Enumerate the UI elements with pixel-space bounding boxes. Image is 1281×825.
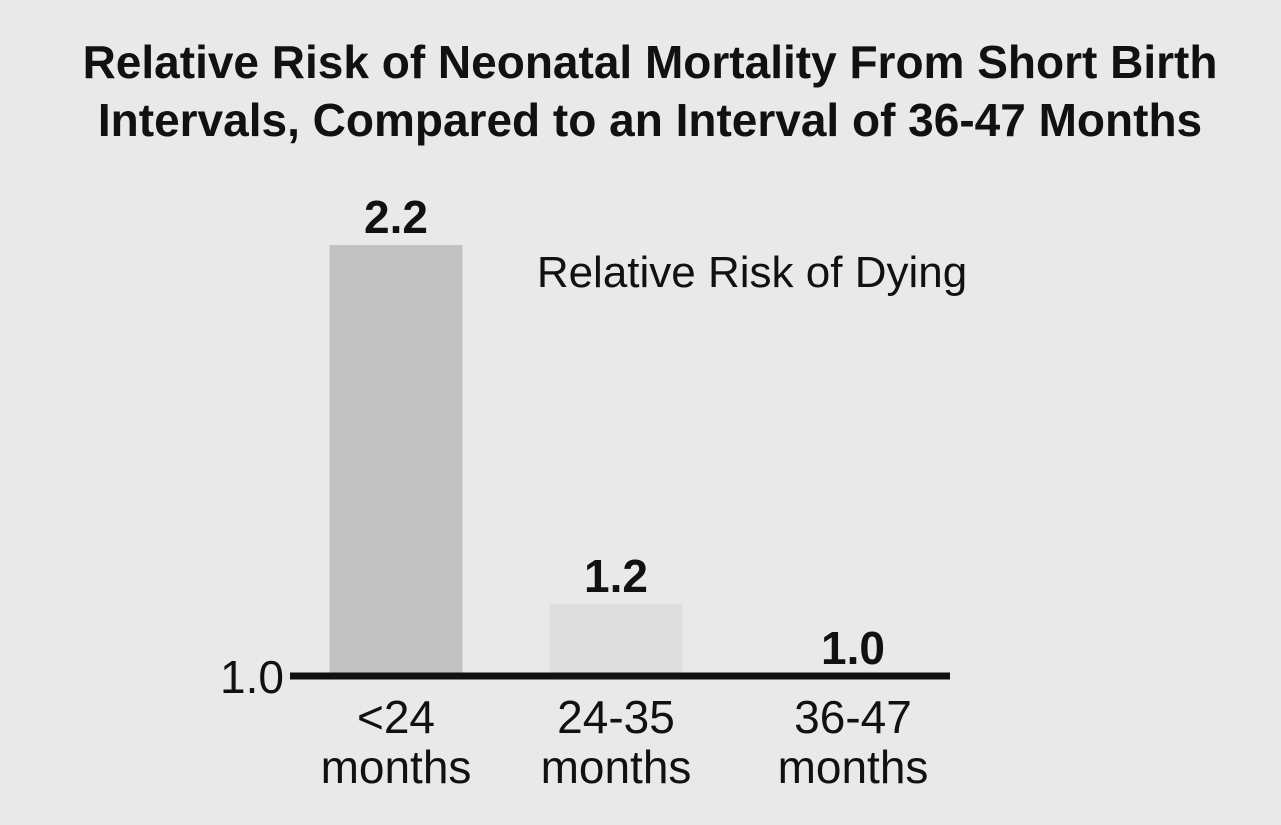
chart-title-line: Intervals, Compared to an Interval of 36…	[98, 94, 1202, 146]
category-label: 24-35	[557, 691, 675, 743]
bar	[329, 245, 463, 676]
bar-value-label: 2.2	[364, 191, 428, 243]
category-label: <24	[357, 691, 435, 743]
category-label: 36-47	[794, 691, 912, 743]
category-label: months	[778, 741, 929, 793]
bar-value-label: 1.2	[584, 550, 648, 602]
category-label: months	[321, 741, 472, 793]
bar	[549, 604, 683, 676]
chart-title: Relative Risk of Neonatal Mortality From…	[83, 36, 1218, 146]
category-label: months	[541, 741, 692, 793]
bar-value-label: 1.0	[821, 622, 885, 674]
chart-title-line: Relative Risk of Neonatal Mortality From…	[83, 36, 1218, 88]
value-labels: 2.2 1.2 1.0	[364, 191, 885, 674]
series-label: Relative Risk of Dying	[537, 248, 967, 297]
baseline-tick-label: 1.0	[220, 651, 284, 703]
bars	[329, 245, 683, 676]
